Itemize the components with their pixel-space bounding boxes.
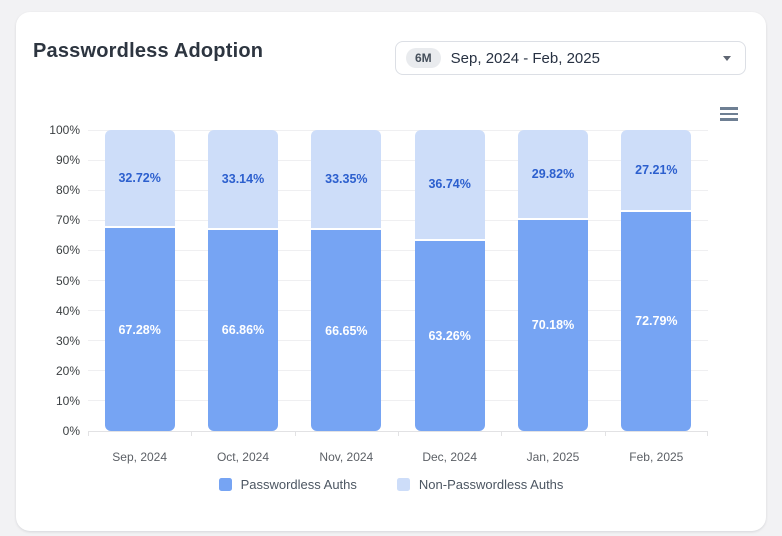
bar-value-label: 33.35% <box>325 172 368 187</box>
x-axis-tick <box>294 431 296 436</box>
bar-segment-non-passwordless[interactable]: 33.14% <box>208 130 278 230</box>
bar-column: 27.21% 72.79% <box>621 130 692 431</box>
bar-value-label: 70.18% <box>531 318 575 333</box>
y-axis-label: 30% <box>55 333 80 348</box>
legend-item-non-passwordless[interactable]: Non-Passwordless Auths <box>396 477 564 492</box>
gridline <box>88 129 708 131</box>
bar-value-label: 66.86% <box>221 323 265 338</box>
page-title: Passwordless Adoption <box>33 40 264 62</box>
gridline <box>88 189 708 191</box>
bar-segment-non-passwordless[interactable]: 36.74% <box>414 130 485 241</box>
gridline <box>88 219 708 221</box>
range-badge: 6M <box>406 48 441 68</box>
plot-area: 0% 10% 20% 30% 40% 50% 60% 70% 80% 90% 100% 32.72% 6… <box>49 123 708 464</box>
bar-value-label: 33.14% <box>221 171 265 186</box>
y-axis-label: 100% <box>49 123 80 137</box>
chevron-down-icon <box>723 55 731 61</box>
chart-card: Passwordless Adoption 6M Sep, 2024 - Feb… <box>16 12 766 531</box>
x-axis-label: Feb, 2025 <box>629 450 684 464</box>
bar-segment-passwordless[interactable]: 66.86% <box>208 229 278 431</box>
bar-segment-passwordless[interactable]: 72.79% <box>621 211 692 431</box>
bar-column: 33.14% 66.86% <box>208 130 278 431</box>
x-axis-tick <box>191 431 193 436</box>
bar-value-label: 72.79% <box>635 314 678 329</box>
bar-value-label: 36.74% <box>428 177 471 192</box>
x-axis-tick <box>398 431 399 436</box>
bar-segment-non-passwordless[interactable]: 32.72% <box>104 130 175 229</box>
bar-column: 32.72% 67.28% <box>104 130 175 431</box>
gridline <box>88 249 708 251</box>
x-axis-label: Nov, 2024 <box>319 450 374 464</box>
bar-segment-non-passwordless[interactable]: 33.35% <box>311 130 382 231</box>
x-axis-tick <box>604 431 606 436</box>
gridline <box>88 400 708 402</box>
y-axis-label: 40% <box>55 303 80 318</box>
bar-value-label: 67.28% <box>118 322 161 337</box>
y-axis-label: 70% <box>55 213 80 228</box>
chart-legend: Passwordless Auths Non-Passwordless Auth… <box>16 477 766 492</box>
legend-item-passwordless[interactable]: Passwordless Auths <box>218 477 357 492</box>
y-axis-label: 50% <box>55 273 80 288</box>
y-axis-label: 0% <box>62 424 80 438</box>
bar-segment-passwordless[interactable]: 63.26% <box>414 240 485 431</box>
bar-column: 33.35% 66.65% <box>311 130 382 431</box>
y-axis-label: 60% <box>55 243 80 258</box>
gridline <box>88 370 708 372</box>
legend-swatch-passwordless <box>218 478 232 491</box>
bar-value-label: 27.21% <box>635 162 678 177</box>
bar-value-label: 29.82% <box>531 166 575 181</box>
bar-value-label: 63.26% <box>428 328 471 343</box>
bar-column: 29.82% 70.18% <box>518 130 588 431</box>
y-axis-label: 20% <box>55 363 80 378</box>
bar-segment-passwordless[interactable]: 67.28% <box>104 228 175 431</box>
hamburger-icon[interactable] <box>716 102 742 126</box>
x-axis-label: Dec, 2024 <box>422 450 478 464</box>
x-axis-tick <box>707 431 708 436</box>
x-axis-label: Jan, 2025 <box>526 450 580 464</box>
bar-value-label: 32.72% <box>118 171 161 186</box>
legend-label: Non-Passwordless Auths <box>418 477 564 492</box>
gridline <box>88 340 708 342</box>
bar-column: 36.74% 63.26% <box>414 130 485 431</box>
bar-segment-non-passwordless[interactable]: 27.21% <box>621 130 692 212</box>
x-axis-label: Sep, 2024 <box>112 450 168 464</box>
gridline <box>88 280 708 281</box>
legend-swatch-non-passwordless <box>396 478 410 491</box>
y-axis-label: 90% <box>55 153 80 168</box>
bar-value-label: 66.65% <box>325 323 368 338</box>
gridline <box>88 159 708 161</box>
x-axis-tick <box>88 431 89 436</box>
y-axis-label: 80% <box>55 183 80 198</box>
legend-label: Passwordless Auths <box>240 477 357 492</box>
y-axis-label: 10% <box>55 393 80 408</box>
gridline <box>88 310 708 312</box>
range-value: Sep, 2024 - Feb, 2025 <box>450 49 600 67</box>
bar-segment-passwordless[interactable]: 66.65% <box>311 230 382 431</box>
x-axis-tick <box>501 431 503 436</box>
x-axis-label: Oct, 2024 <box>216 450 269 464</box>
date-range-select[interactable]: 6M Sep, 2024 - Feb, 2025 <box>395 41 746 75</box>
bar-segment-non-passwordless[interactable]: 29.82% <box>518 130 588 220</box>
bar-segment-passwordless[interactable]: 70.18% <box>518 219 588 431</box>
